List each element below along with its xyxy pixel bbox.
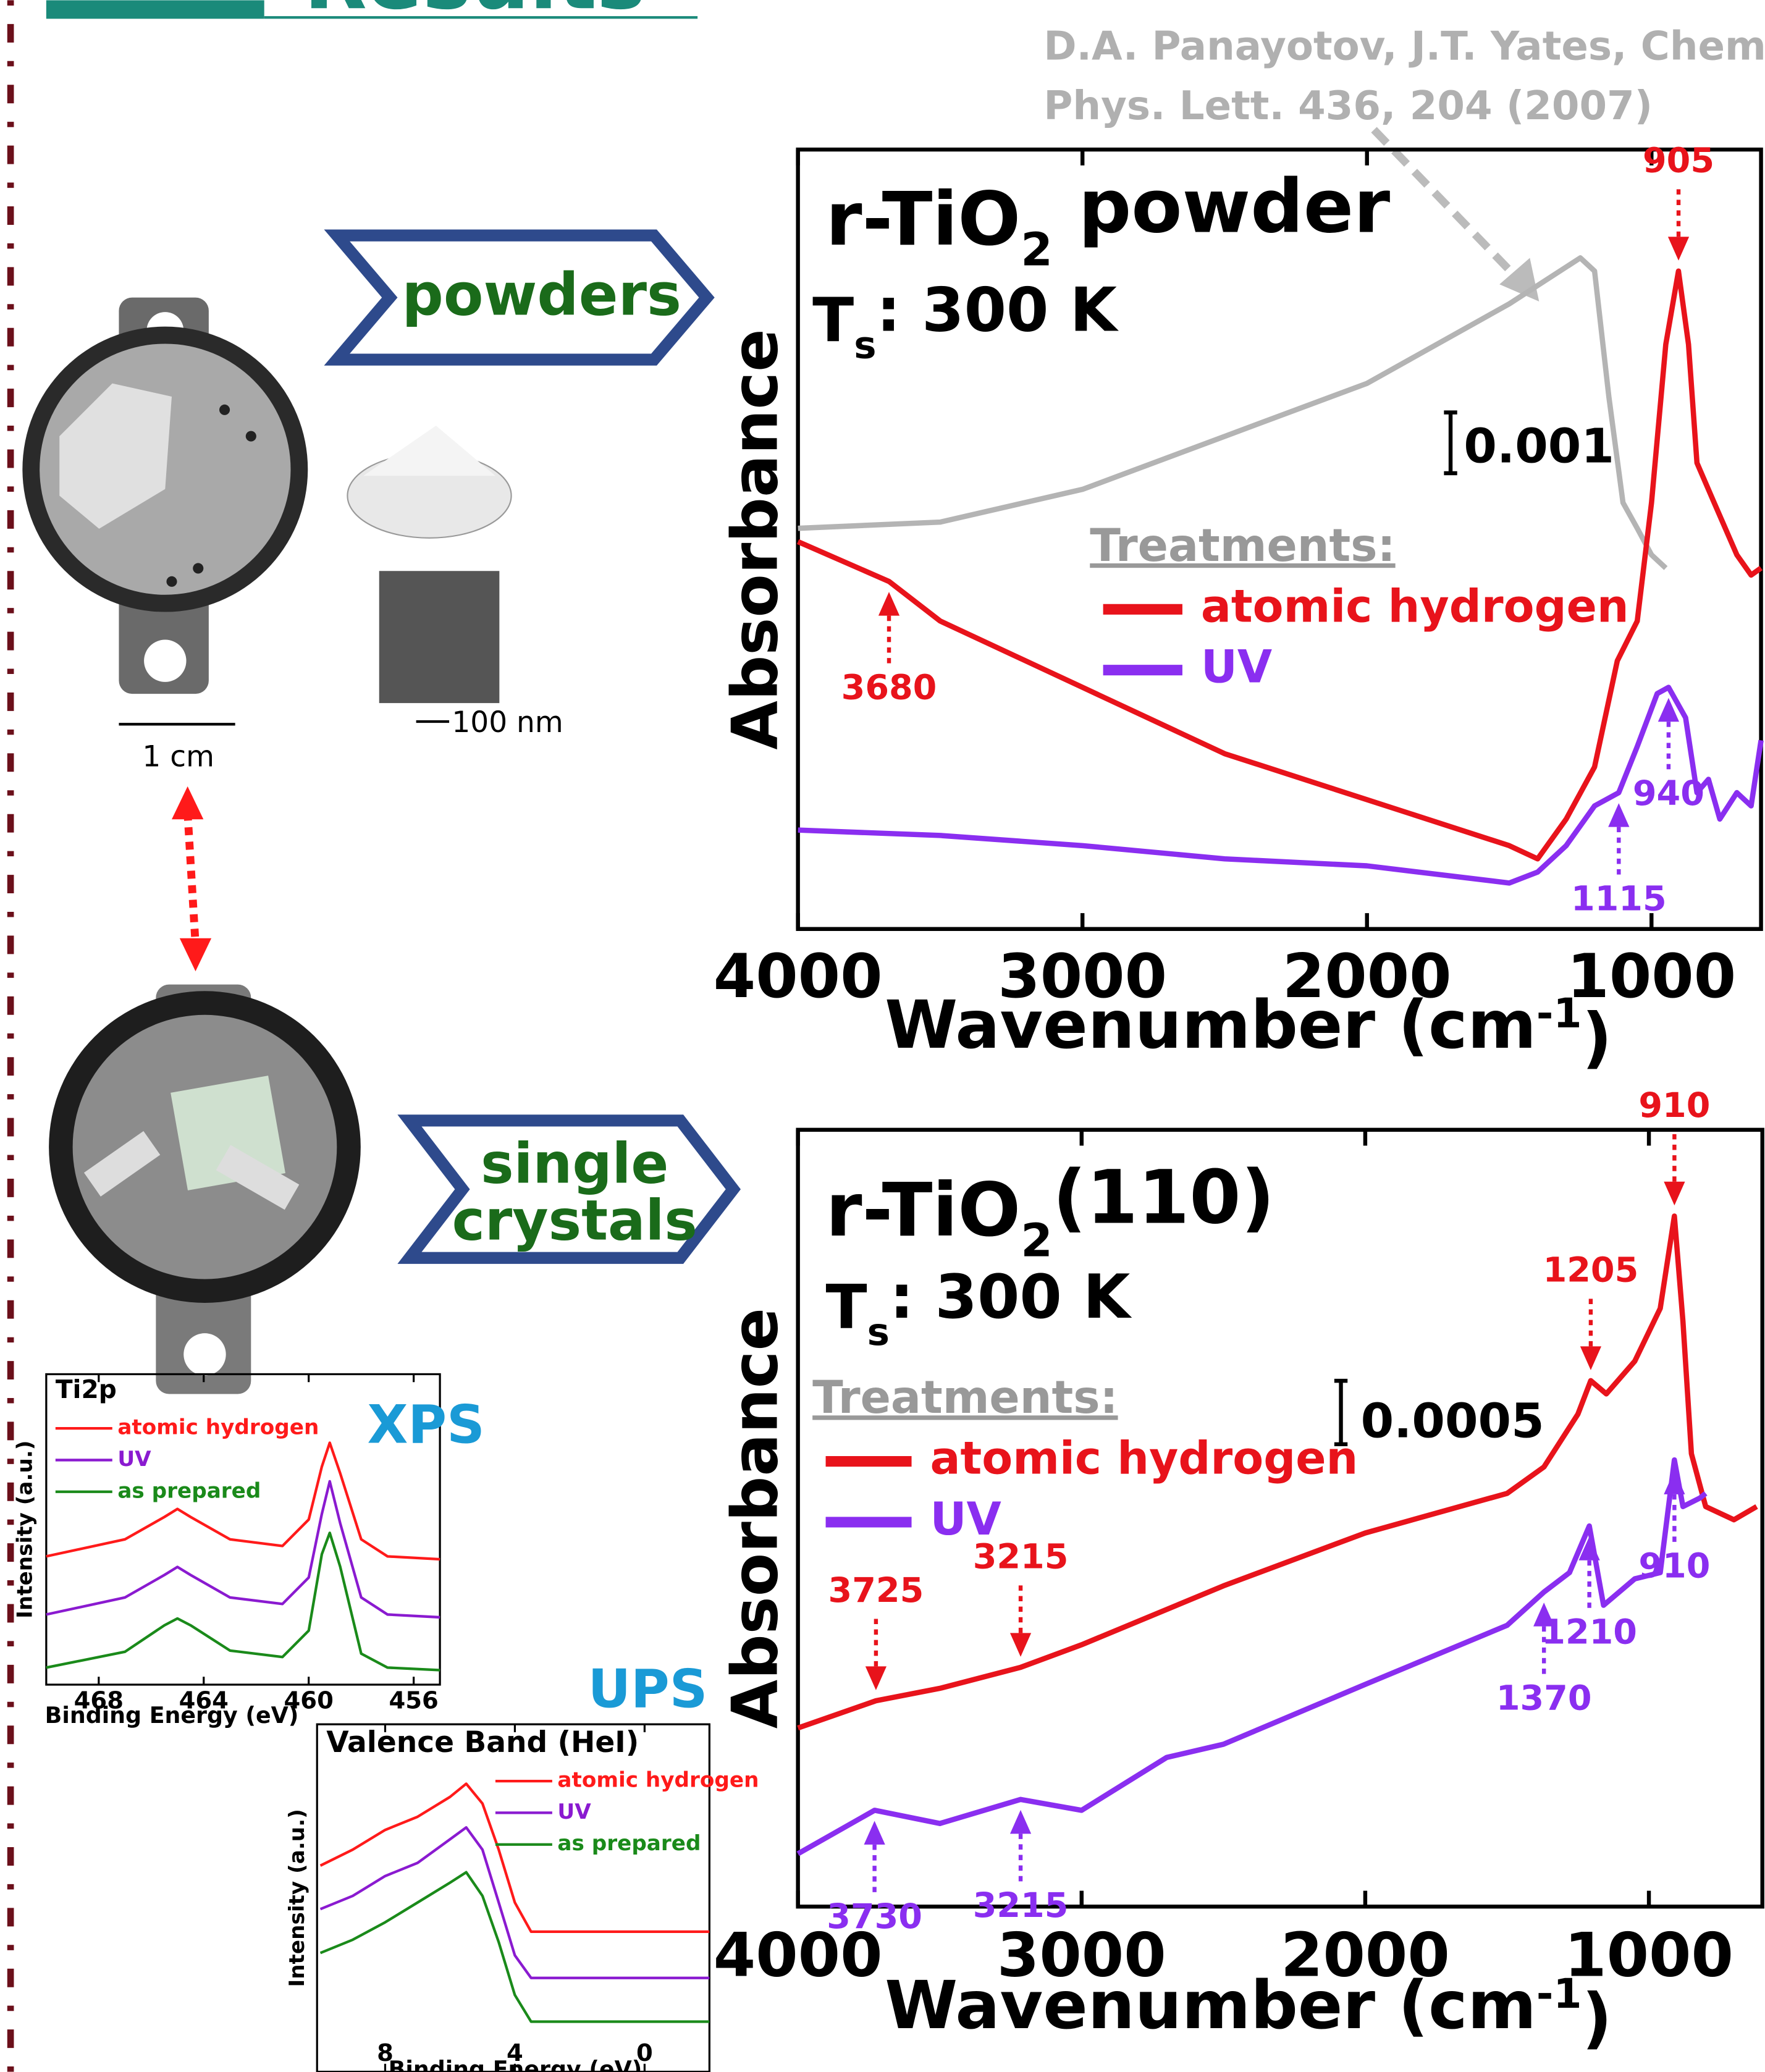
annotation-arrow-head (1668, 237, 1689, 260)
photo-powder-heap (363, 426, 495, 476)
chart-title-part: 2 (1021, 222, 1053, 276)
x-tick-label: 4000 (714, 941, 883, 1012)
chart-subtitle-part: s (854, 324, 876, 368)
link-arrow-head (180, 938, 211, 971)
y-axis-label: Intensity (a.u.) (285, 1809, 310, 1987)
chart-title-part: 2 (1021, 1213, 1053, 1267)
chevron-label: single (481, 1132, 668, 1196)
legend-label: UV (1201, 642, 1272, 694)
annotation-arrow-head (1664, 1470, 1685, 1494)
x-axis-label-part: ) (1582, 1000, 1612, 1077)
reference: D.A. Panayotov, J.T. Yates, Chem. (1043, 23, 1765, 70)
x-axis-label: Wavenumber (cm-1) (885, 987, 1612, 1076)
x-axis-label-part: -1 (1536, 1969, 1582, 2018)
x-axis-label-part: Wavenumber (cm (885, 1968, 1536, 2044)
chart-title: r-TiO2(110) (826, 1155, 1275, 1267)
chart-subtitle: Ts: 300 K (812, 275, 1119, 367)
chart-title-part: r-TiO (826, 1168, 1021, 1253)
page: Results 1 cm 100 nm powders single cryst… (0, 0, 1765, 2072)
annotation-label: 3680 (841, 668, 937, 708)
x-axis-label: Wavenumber (cm-1) (885, 1968, 1612, 2057)
series-line (321, 1872, 710, 2022)
legend-label: UV (557, 1800, 591, 1824)
annotation-label: 910 (1638, 1546, 1710, 1586)
y-axis-label: Intensity (a.u.) (12, 1441, 37, 1619)
y-axis-label: Absorbance (718, 1308, 792, 1729)
series-line (798, 688, 1761, 883)
photo-powder-holder (22, 298, 308, 694)
annotation-arrow-head (866, 1666, 887, 1690)
x-axis-label-part: ) (1582, 1980, 1612, 2057)
photo-sem (379, 571, 500, 703)
header-block (46, 0, 264, 19)
reference: Phys. Lett. 436, 204 (2007) (1043, 83, 1653, 129)
chart-subtitle-part: s (867, 1310, 890, 1354)
annotation-label: 1115 (1571, 878, 1667, 919)
x-axis-label: Binding Energy (eV) (45, 1702, 299, 1729)
chart-subtitle-part: T (826, 1273, 867, 1343)
x-tick-label: 456 (389, 1687, 438, 1714)
annotation-label: 3215 (973, 1537, 1069, 1577)
chart-tag: UPS (588, 1659, 708, 1720)
chart-subtitle-part: T (812, 285, 854, 356)
header-title: Results (304, 0, 646, 28)
chart-title: Ti2p (56, 1375, 117, 1404)
legend-label: UV (117, 1447, 151, 1472)
chart-subtitle-part: : 300 K (877, 275, 1119, 345)
annotation-arrow-head (1010, 1633, 1031, 1656)
y-axis-label: Absorbance (718, 329, 792, 749)
legend-label: as prepared (117, 1478, 261, 1503)
chevron-label: crystals (452, 1189, 697, 1253)
legend-title: Treatments: (1090, 520, 1395, 572)
annotation-arrow-head (1010, 1810, 1031, 1834)
scale-label: 100 nm (452, 705, 563, 739)
annotation-label: 905 (1643, 141, 1714, 181)
x-axis-label-part: Wavenumber (cm (885, 987, 1536, 1064)
chart-subtitle: Ts: 300 K (826, 1262, 1133, 1354)
link-arrow (188, 813, 196, 945)
chart-title: Valence Band (HeI) (326, 1725, 639, 1759)
chart-title-part: powder (1053, 164, 1390, 250)
legend-title: Treatments: (812, 1372, 1118, 1424)
x-axis-label-part: -1 (1536, 989, 1582, 1037)
chart-title-part: (110) (1053, 1155, 1274, 1240)
scale-label: 1 cm (142, 740, 214, 774)
reference-arrow (1374, 130, 1519, 280)
legend-label: atomic hydrogen (557, 1768, 759, 1793)
annotation-label: 3725 (828, 1570, 924, 1611)
legend-label: atomic hydrogen (930, 1433, 1358, 1485)
chart-title: r-TiO2 powder (826, 164, 1391, 277)
chart-tag: XPS (367, 1395, 484, 1456)
annotation-label: 910 (1638, 1085, 1710, 1126)
annotation-arrow-head (864, 1821, 885, 1844)
annotation-arrow-head (1608, 803, 1629, 827)
annotation-arrow-head (878, 592, 899, 615)
series-line (321, 1784, 710, 1932)
x-axis-label: Binding Energy (eV) (389, 2056, 642, 2072)
poster: Results 1 cm 100 nm powders single cryst… (0, 0, 1765, 2072)
annotation-label: 3215 (973, 1885, 1069, 1926)
chevron-label: powders (402, 261, 681, 329)
link-arrow-head (172, 786, 203, 819)
chart-subtitle-part: : 300 K (890, 1262, 1132, 1333)
legend-label: atomic hydrogen (117, 1415, 319, 1440)
chart-title-part: r-TiO (826, 177, 1021, 263)
annotation-label: 1370 (1496, 1678, 1592, 1718)
annotation-arrow-head (1664, 1182, 1685, 1205)
photo-crystal-holder (49, 985, 361, 1394)
scale-bar-label: 0.001 (1464, 419, 1614, 474)
legend-label: atomic hydrogen (1201, 581, 1629, 633)
scale-bar-label: 0.0005 (1361, 1394, 1544, 1449)
annotation-arrow-head (1580, 1346, 1601, 1370)
annotation-label: 940 (1633, 773, 1704, 814)
annotation-label: 3730 (827, 1897, 922, 1937)
annotation-label: 1205 (1543, 1250, 1639, 1291)
annotation-label: 1210 (1541, 1612, 1637, 1653)
legend-label: as prepared (557, 1831, 701, 1856)
